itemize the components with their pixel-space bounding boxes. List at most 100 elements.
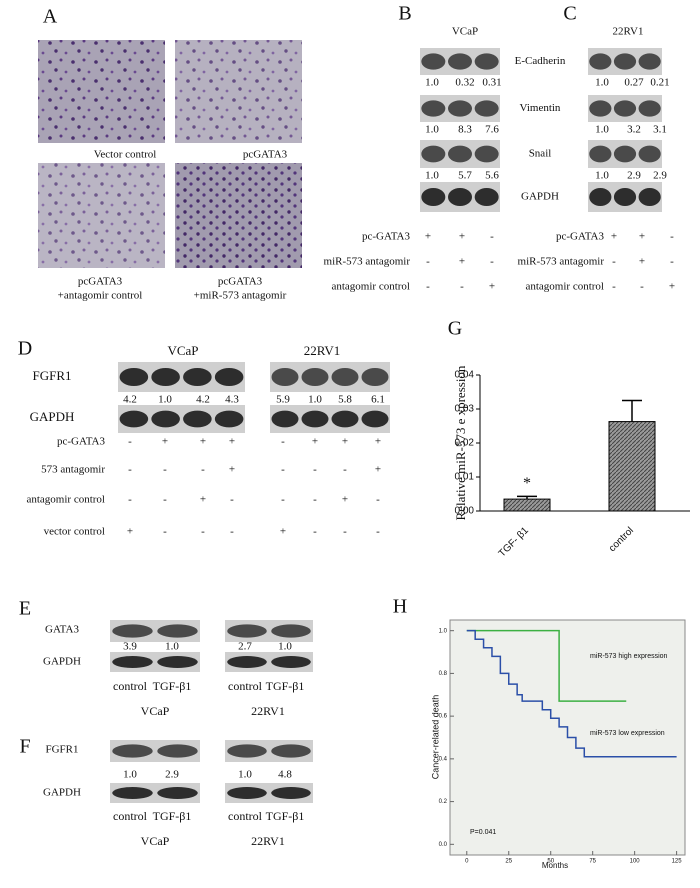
band — [112, 744, 153, 758]
treatment-sign: - — [376, 494, 380, 506]
bar — [503, 498, 551, 512]
band — [227, 787, 267, 799]
treatment-sign: - — [313, 464, 317, 476]
treatment-label: miR-573 antagomir — [324, 256, 411, 268]
treatment-sign: - — [343, 526, 347, 538]
error-bar — [517, 495, 537, 500]
treatment-sign: - — [128, 494, 132, 506]
treatment-label: antagomir control — [26, 494, 105, 506]
treatment-sign: - — [343, 464, 347, 476]
ratio: 1.0 — [308, 394, 322, 406]
band — [331, 368, 359, 386]
caption: pcGATA3 — [218, 276, 263, 288]
band — [157, 656, 198, 668]
ratio: 1.0 — [165, 641, 179, 653]
ratio: 4.8 — [278, 769, 292, 781]
cell-line: 22RV1 — [304, 343, 341, 358]
ratio: 1.0 — [425, 77, 439, 89]
caption: Vector control — [94, 149, 157, 161]
ratio: 5.8 — [338, 394, 352, 406]
cell-line: VCaP — [141, 704, 170, 718]
band — [448, 53, 472, 70]
ratio: 4.2 — [196, 394, 210, 406]
band — [119, 368, 149, 386]
ratio: 0.21 — [650, 77, 669, 89]
condition: TGF-β1 — [153, 809, 192, 823]
y-tick-label: 1.0 — [439, 628, 448, 634]
x-tick-label: TGF- β1 — [497, 525, 532, 560]
band — [112, 656, 153, 668]
micrograph — [175, 163, 302, 268]
condition: control — [113, 679, 148, 693]
band — [227, 656, 267, 668]
treatment-sign: - — [426, 281, 430, 293]
treatment-sign: + — [200, 436, 206, 448]
band — [638, 145, 661, 163]
band — [613, 100, 637, 117]
y-tick-label: 0.0 — [439, 842, 448, 848]
treatment-sign: + — [280, 526, 286, 538]
condition: TGF-β1 — [266, 809, 305, 823]
ratio: 1.0 — [425, 124, 439, 136]
x-tick-label: 25 — [505, 859, 512, 865]
treatment-label: pc-GATA3 — [57, 436, 105, 448]
ratio: 1.0 — [595, 124, 609, 136]
cell-line: 22RV1 — [251, 834, 285, 848]
treatment-sign: + — [200, 494, 206, 506]
band — [361, 410, 389, 428]
x-tick-label: 50 — [547, 859, 554, 865]
x-tick-label: 0 — [465, 859, 469, 865]
ratio: 4.3 — [225, 394, 239, 406]
band — [589, 53, 612, 70]
blot-label: GAPDH — [43, 656, 81, 668]
band — [474, 100, 499, 117]
ratio: 5.9 — [276, 394, 290, 406]
annotation: P=0.041 — [470, 829, 496, 836]
band — [112, 787, 153, 799]
y-tick-label: 0.03 — [455, 404, 475, 415]
treatment-sign: - — [313, 526, 317, 538]
band — [448, 188, 472, 206]
ratio: 3.9 — [123, 641, 137, 653]
band — [119, 410, 149, 428]
caption: pcGATA3 — [243, 149, 288, 161]
band — [227, 744, 267, 758]
ratio: 2.7 — [238, 641, 252, 653]
band — [157, 744, 198, 758]
treatment-label: 573 antagomir — [41, 464, 105, 476]
x-tick-label: 75 — [589, 859, 596, 865]
treatment-sign: - — [640, 281, 644, 293]
band — [638, 53, 661, 70]
treatment-sign: - — [163, 526, 167, 538]
treatment-sign: - — [201, 526, 205, 538]
cell-line: VCaP — [452, 26, 478, 38]
y-tick-label: 0.02 — [455, 438, 475, 449]
y-tick-label: 0.00 — [455, 506, 475, 517]
band — [151, 410, 180, 428]
treatment-sign: - — [163, 464, 167, 476]
treatment-sign: + — [342, 436, 348, 448]
treatment-sign: + — [489, 281, 495, 293]
band — [638, 188, 661, 206]
ratio: 1.0 — [158, 394, 172, 406]
micrograph — [175, 40, 302, 143]
treatment-sign: + — [425, 231, 431, 243]
blot-label: Snail — [529, 148, 552, 160]
treatment-sign: - — [376, 526, 380, 538]
band — [214, 368, 244, 386]
band — [448, 100, 472, 117]
condition: TGF-β1 — [266, 679, 305, 693]
ratio: 1.0 — [595, 170, 609, 182]
treatment-label: miR-573 antagomir — [518, 256, 605, 268]
band — [271, 656, 311, 668]
treatment-sign: + — [312, 436, 318, 448]
legend-label: miR-573 low expression — [590, 730, 665, 737]
km-curve — [466, 629, 627, 702]
legend-label: miR-573 high expression — [590, 653, 668, 660]
treatment-sign: - — [230, 494, 234, 506]
ratio: 3.1 — [653, 124, 667, 136]
treatment-sign: - — [670, 231, 674, 243]
band — [589, 145, 612, 163]
blot-label: GAPDH — [43, 787, 81, 799]
band — [421, 145, 446, 163]
